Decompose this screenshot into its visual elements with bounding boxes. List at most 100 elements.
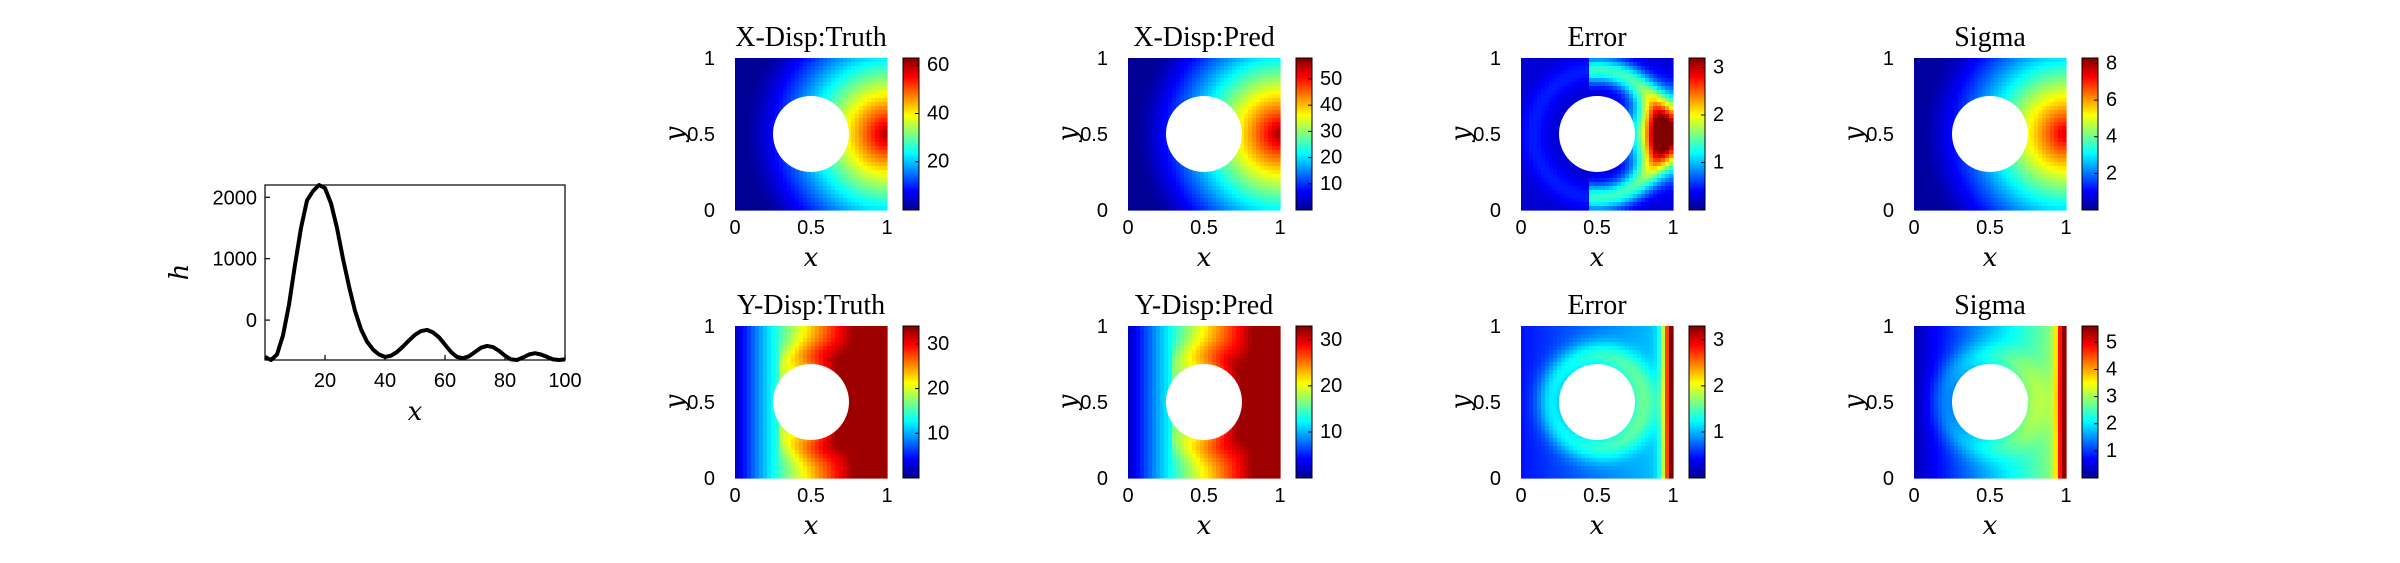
heatmap-cell: [1172, 94, 1177, 99]
heatmap-cell: [1264, 70, 1269, 75]
heatmap-cell: [1621, 62, 1626, 67]
heatmap-cell: [1248, 130, 1253, 135]
heatmap-cell: [1264, 194, 1269, 199]
heatmap-cell: [739, 126, 744, 131]
heatmap-cell: [1569, 82, 1574, 87]
heatmap-cell: [883, 98, 888, 103]
heatmap-cell: [1665, 134, 1670, 139]
heatmap-cell: [875, 178, 880, 183]
heatmap-cell: [1934, 70, 1939, 75]
heatmap-cell: [1557, 66, 1562, 71]
heatmap-cell: [767, 122, 772, 127]
heatmap-cell: [743, 66, 748, 71]
heatmap-cell: [1252, 110, 1257, 115]
heatmap-cell: [1152, 198, 1157, 203]
heatmap-cell: [827, 94, 832, 99]
heatmap-cell: [767, 166, 772, 171]
heatmap-cell: [1140, 94, 1145, 99]
heatmap-cell: [1577, 70, 1582, 75]
heatmap-cell: [1946, 190, 1951, 195]
heatmap-cell: [1256, 114, 1261, 119]
heatmap-cell: [763, 150, 768, 155]
heatmap-cell: [851, 74, 856, 79]
heatmap-cell: [1240, 194, 1245, 199]
heatmap-cell: [1557, 190, 1562, 195]
heatmap-cell: [1549, 86, 1554, 91]
heatmap-cell: [1132, 178, 1137, 183]
heatmap-cell: [1268, 94, 1273, 99]
heatmap-cell: [1144, 134, 1149, 139]
heatmap-cell: [1549, 182, 1554, 187]
heatmap-cell: [1144, 194, 1149, 199]
heatmap-cell: [807, 78, 812, 83]
heatmap-cell: [1132, 190, 1137, 195]
heatmap-cell: [1180, 58, 1185, 63]
heatmap-cell: [1172, 86, 1177, 91]
heatmap-cell: [1240, 150, 1245, 155]
heatmap-cell: [1248, 194, 1253, 199]
heatmap-cell: [819, 86, 824, 91]
heatmap-cell: [1212, 174, 1217, 179]
heatmap-cell: [1557, 74, 1562, 79]
heatmap-cell: [1617, 174, 1622, 179]
heatmap-cell: [1148, 122, 1153, 127]
heatmap-cell: [851, 78, 856, 83]
heatmap-cell: [743, 78, 748, 83]
heatmap-cell: [1160, 138, 1165, 143]
heatmap-cell: [1268, 110, 1273, 115]
heatmap-cell: [1228, 206, 1233, 211]
heatmap-cell: [1946, 130, 1951, 135]
heatmap-cell: [1637, 90, 1642, 95]
heatmap-cell: [743, 178, 748, 183]
heatmap-cell: [811, 198, 816, 203]
heatmap-cell: [1613, 190, 1618, 195]
heatmap-cell: [755, 158, 760, 163]
heatmap-cell: [1252, 142, 1257, 147]
heatmap-cell: [799, 58, 804, 63]
heatmap-cell: [1144, 158, 1149, 163]
heatmap-cell: [1128, 106, 1133, 111]
heatmap-cell: [755, 174, 760, 179]
heatmap-cell: [1914, 114, 1919, 119]
heatmap-cell: [1625, 206, 1630, 211]
heatmap-cell: [863, 142, 868, 147]
heatmap-cell: [1176, 194, 1181, 199]
heatmap-cell: [795, 58, 800, 63]
line-plot-y-tick-label: 2000: [213, 187, 258, 209]
heatmap-cell: [1934, 74, 1939, 79]
heatmap-cell: [1930, 126, 1935, 131]
heatmap-cell: [783, 102, 788, 107]
heatmap-cell: [1934, 170, 1939, 175]
heatmap-cell: [1248, 106, 1253, 111]
heatmap-cell: [807, 190, 812, 195]
heatmap-cell: [1164, 190, 1169, 195]
heatmap-cell: [1156, 118, 1161, 123]
heatmap-cell: [1577, 82, 1582, 87]
heatmap-cell: [747, 162, 752, 167]
heatmap-cell: [871, 78, 876, 83]
heatmap-cell: [1649, 162, 1654, 167]
heatmap-cell: [1268, 202, 1273, 207]
heatmap-cell: [1140, 70, 1145, 75]
heatmap-cell: [1160, 186, 1165, 191]
heatmap-cell: [1200, 82, 1205, 87]
heatmap-cell: [1545, 190, 1550, 195]
heatmap-cell: [1180, 166, 1185, 171]
heatmap-cell: [775, 190, 780, 195]
heatmap-cell: [1926, 178, 1931, 183]
heatmap-cell: [883, 174, 888, 179]
heatmap-cell: [1196, 70, 1201, 75]
heatmap-cell: [859, 158, 864, 163]
heatmap-cell: [1553, 158, 1558, 163]
heatmap-cell: [751, 110, 756, 115]
heatmap-cell: [1537, 106, 1542, 111]
heatmap-cell: [1244, 110, 1249, 115]
heatmap-cell: [1168, 190, 1173, 195]
heatmap-cell: [1561, 98, 1566, 103]
heatmap-cell: [1625, 166, 1630, 171]
heatmap-cell: [843, 154, 848, 159]
heatmap-cell: [1136, 130, 1141, 135]
heatmap-cell: [1529, 94, 1534, 99]
heatmap-cell: [1164, 150, 1169, 155]
heatmap-cell: [867, 70, 872, 75]
